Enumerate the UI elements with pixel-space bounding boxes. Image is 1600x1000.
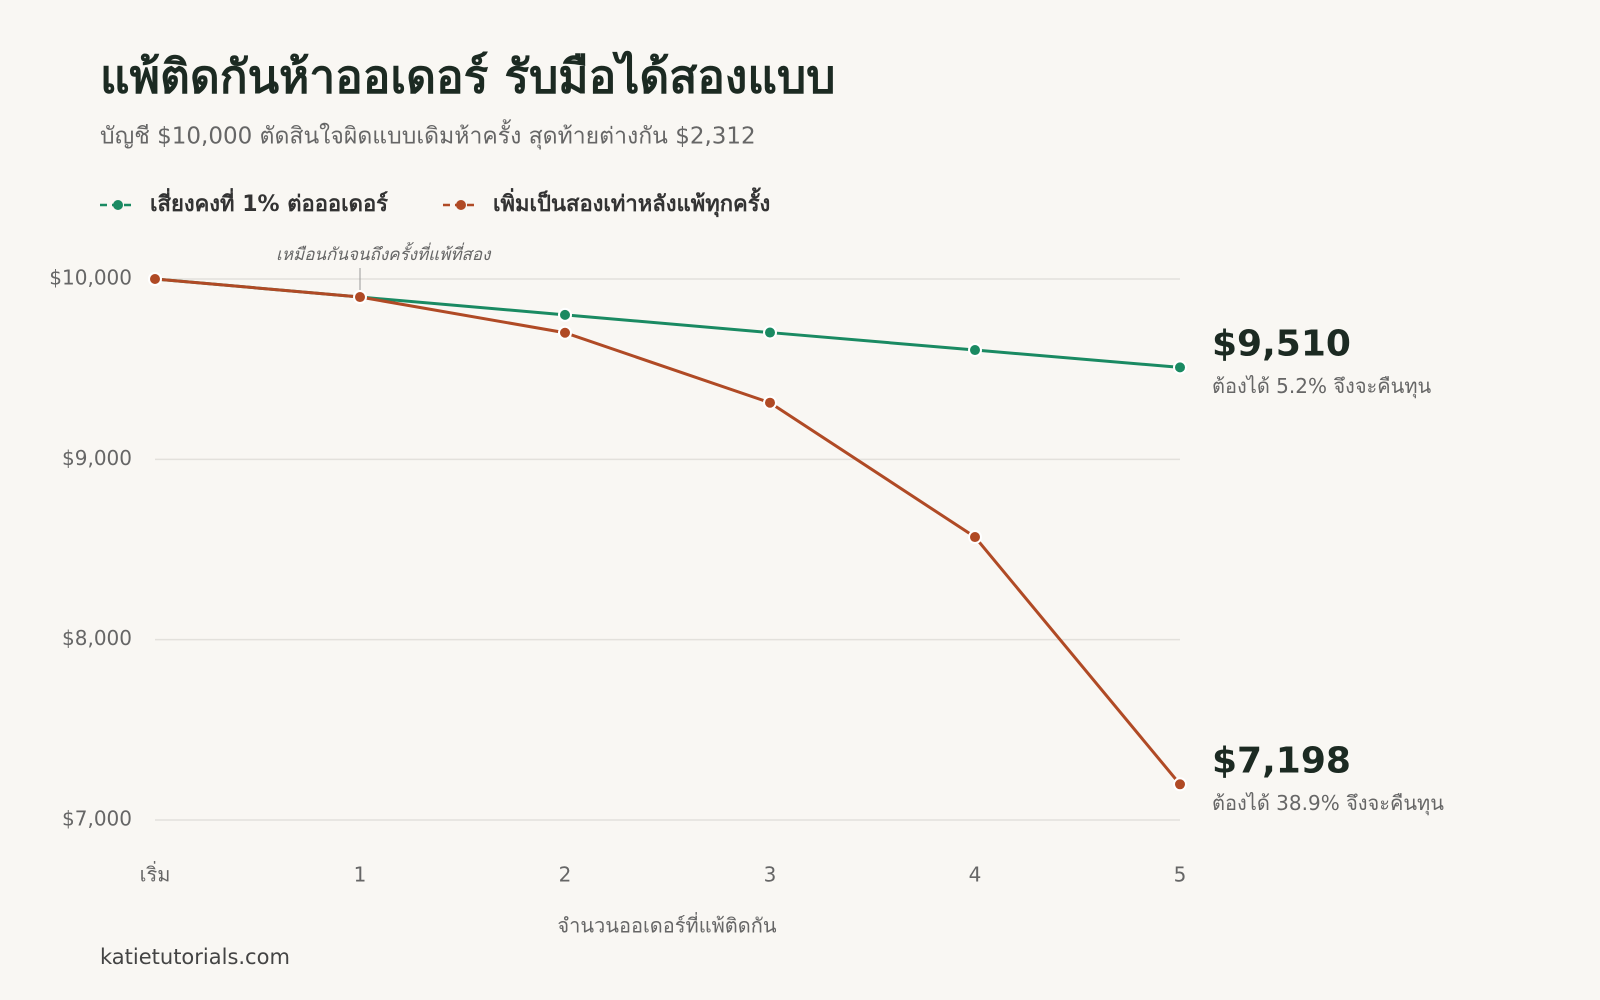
- point: [968, 530, 982, 545]
- chart-subtitle: บัญชี $10,000 ตัดสินใจผิดแบบเดิมห้าครั้ง…: [100, 120, 756, 150]
- annotation: เหมือนกันจนถึงครั้งที่แพ้ที่สอง: [276, 241, 492, 265]
- legend-swatch-dot: [455, 200, 466, 210]
- end-label: $7,198: [1212, 740, 1351, 781]
- y-tick-label: $10,000: [49, 266, 132, 290]
- end-label: $9,510: [1212, 323, 1351, 364]
- end-note: ต้องได้ 38.9% จึงจะคืนทุน: [1212, 791, 1444, 816]
- x-tick-label: 2: [559, 863, 572, 887]
- y-tick-label: $8,000: [62, 626, 132, 650]
- x-tick-label: 5: [1174, 863, 1187, 887]
- point: [763, 325, 777, 340]
- end-note: ต้องได้ 5.2% จึงจะคืนทุน: [1212, 374, 1432, 399]
- x-tick-label: 3: [764, 863, 777, 887]
- legend-swatch-dot: [113, 200, 123, 210]
- point: [558, 307, 572, 322]
- x-tick-label: 4: [969, 863, 982, 887]
- chart-title: แพ้ติดกันห้าออเดอร์ รับมือได้สองแบบ: [100, 50, 835, 104]
- legend-label: เพิ่มเป็นสองเท่าหลังแพ้ทุกครั้ง: [493, 187, 770, 218]
- legend-label: เสี่ยงคงที่ 1% ต่อออเดอร์: [150, 187, 388, 217]
- y-tick-label: $9,000: [62, 446, 132, 470]
- source: katietutorials.com: [100, 945, 290, 969]
- point: [968, 343, 982, 358]
- point: [353, 290, 367, 305]
- x-tick-label: เริ่ม: [140, 861, 171, 887]
- point: [763, 395, 777, 410]
- x-axis-label: จำนวนออเดอร์ที่แพ้ติดกัน: [557, 912, 776, 938]
- series-line: [154, 277, 1182, 786]
- point: [1173, 777, 1187, 792]
- point: [1173, 360, 1187, 375]
- y-tick-label: $7,000: [62, 807, 132, 831]
- point: [148, 272, 162, 286]
- point: [558, 325, 572, 340]
- x-tick-label: 1: [354, 863, 367, 887]
